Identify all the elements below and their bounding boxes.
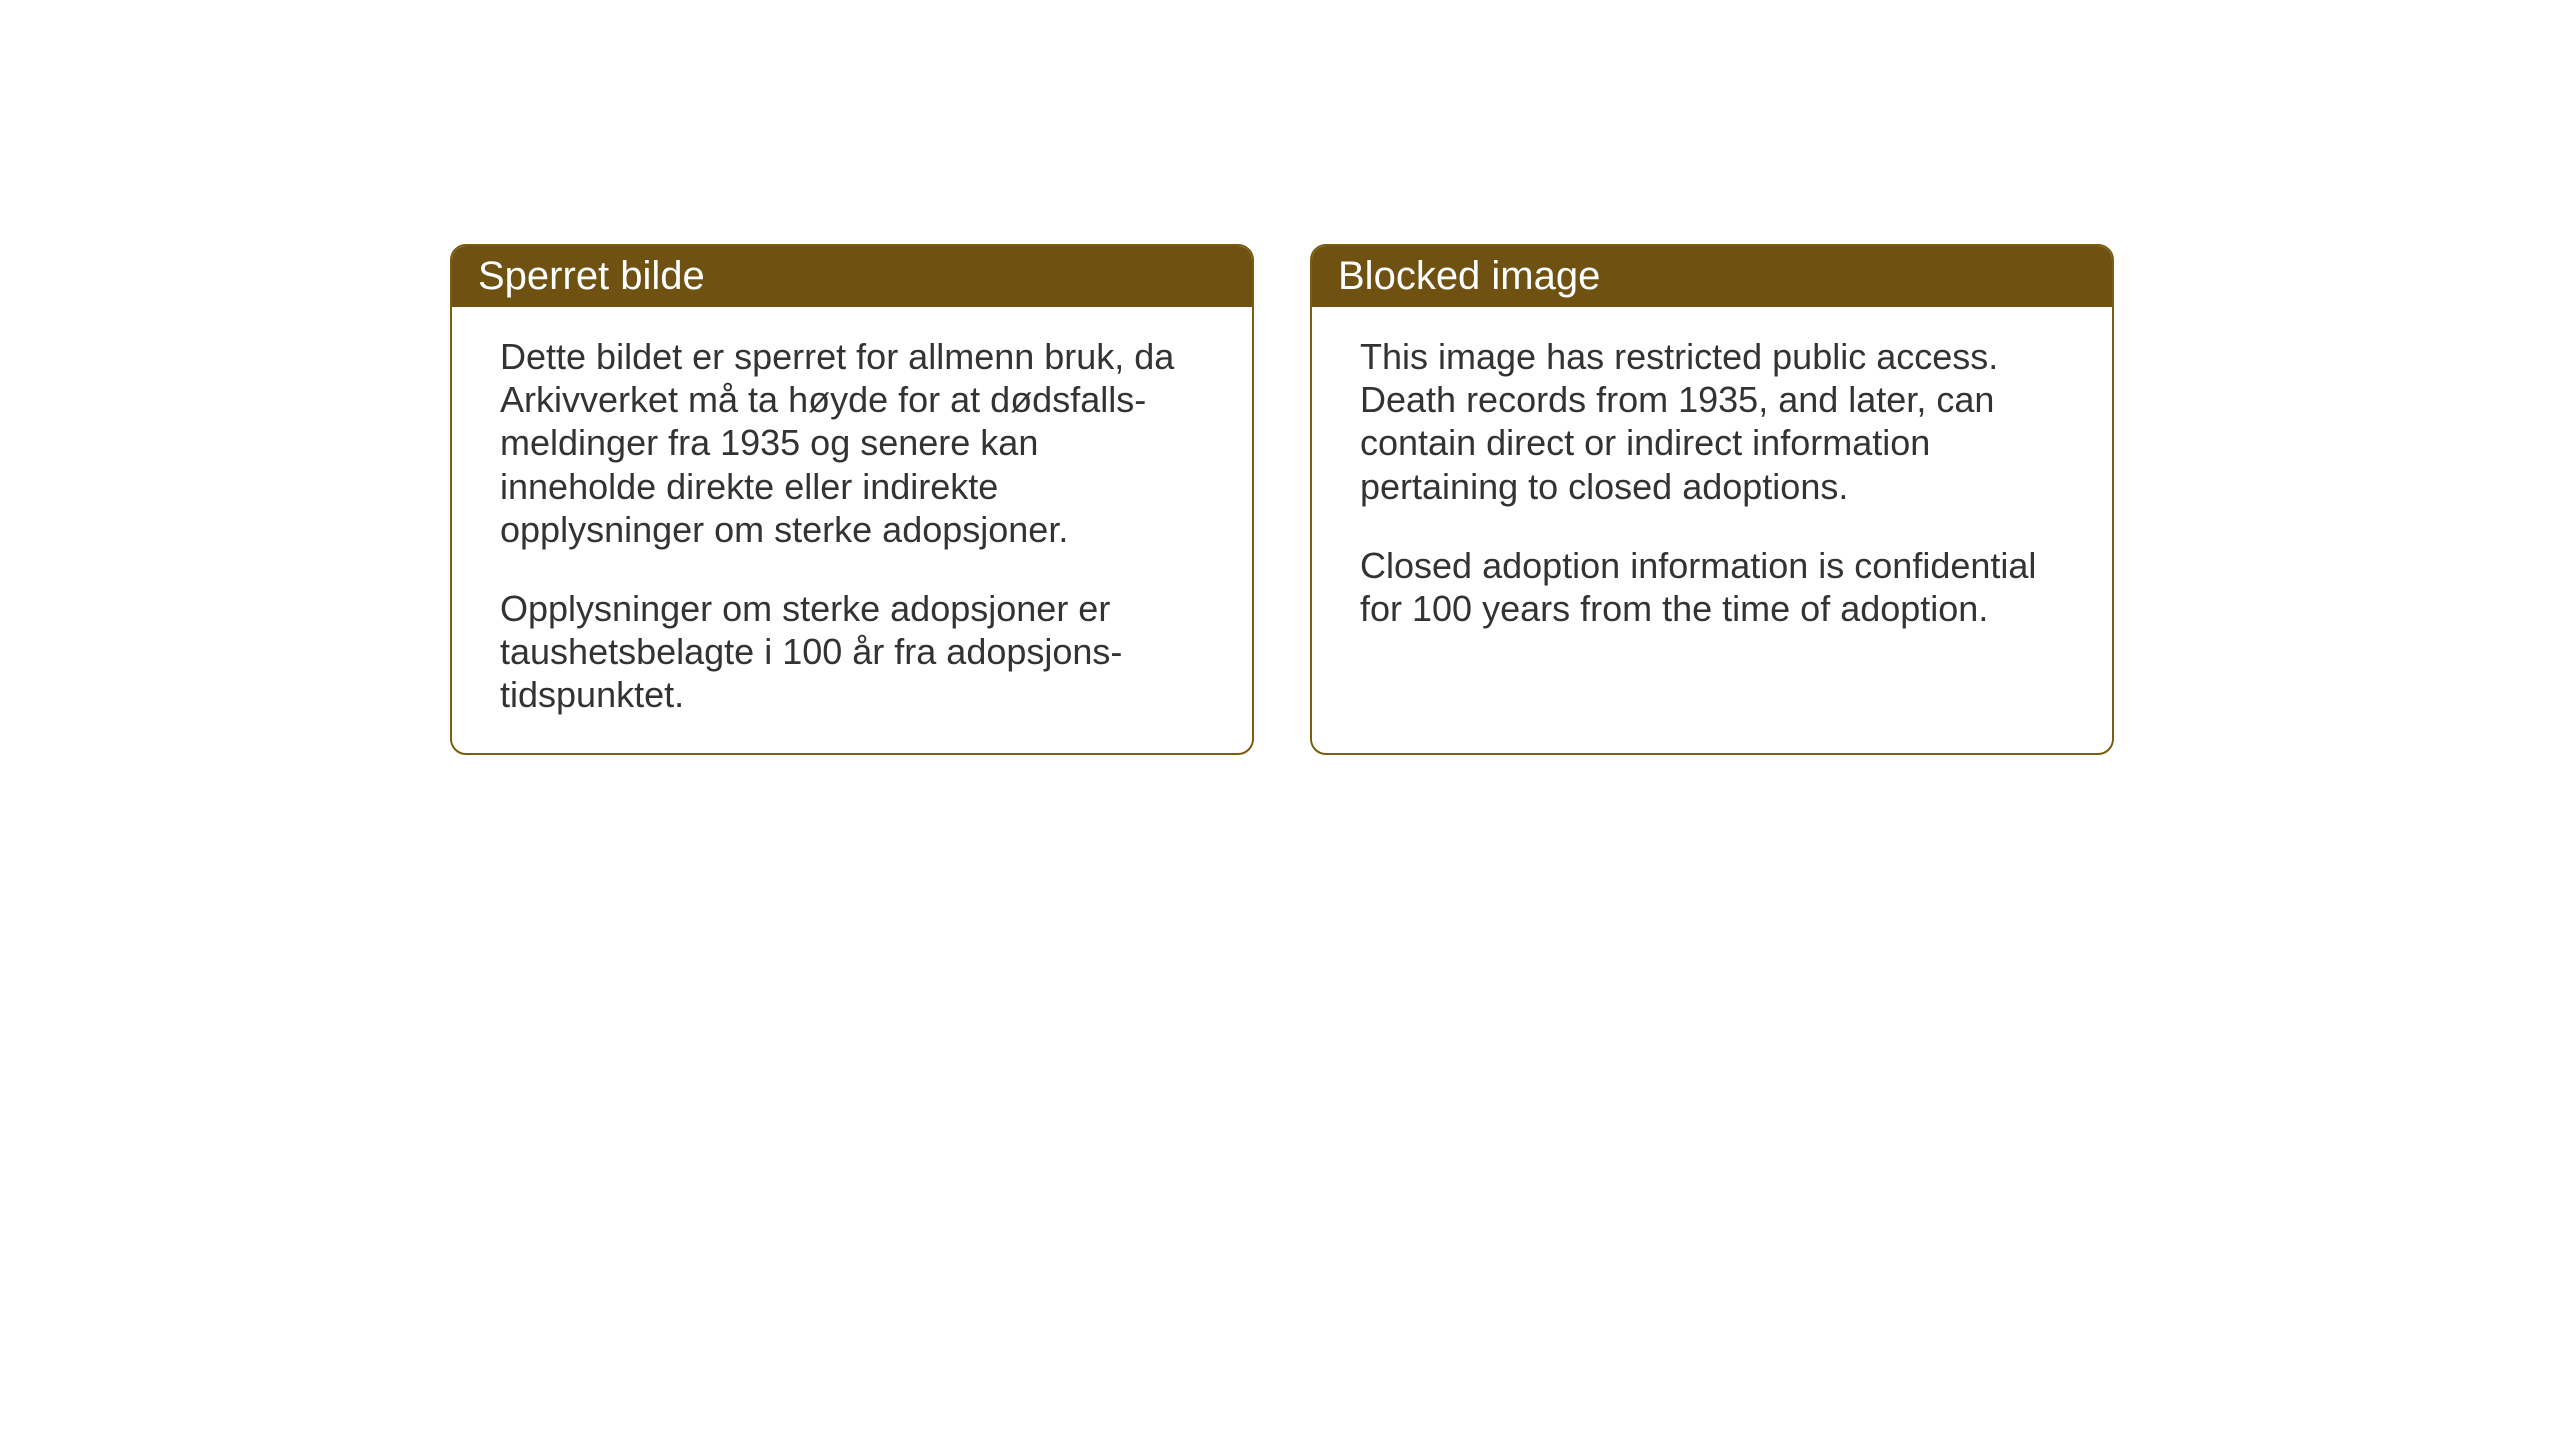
card-header-norwegian: Sperret bilde <box>452 246 1252 307</box>
info-card-english: Blocked image This image has restricted … <box>1310 244 2114 755</box>
info-card-norwegian: Sperret bilde Dette bildet er sperret fo… <box>450 244 1254 755</box>
card-title: Blocked image <box>1338 254 1600 298</box>
card-header-english: Blocked image <box>1312 246 2112 307</box>
card-title: Sperret bilde <box>478 254 705 298</box>
card-paragraph: Closed adoption information is confident… <box>1360 544 2064 630</box>
card-body-english: This image has restricted public access.… <box>1312 307 2112 727</box>
card-paragraph: This image has restricted public access.… <box>1360 335 2064 508</box>
card-paragraph: Opplysninger om sterke adopsjoner er tau… <box>500 587 1204 717</box>
card-paragraph: Dette bildet er sperret for allmenn bruk… <box>500 335 1204 551</box>
cards-container: Sperret bilde Dette bildet er sperret fo… <box>450 244 2114 755</box>
card-body-norwegian: Dette bildet er sperret for allmenn bruk… <box>452 307 1252 753</box>
